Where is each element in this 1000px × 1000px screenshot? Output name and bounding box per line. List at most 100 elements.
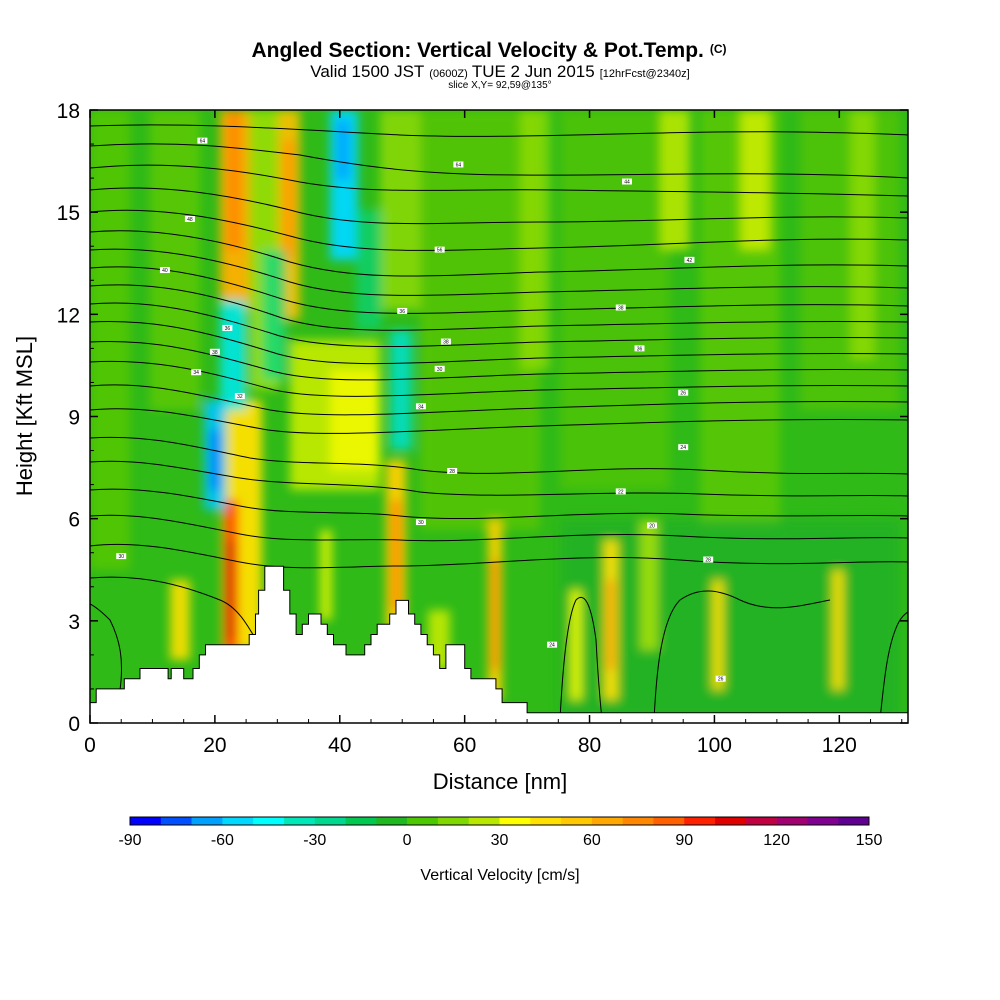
colorbar-swatch: [222, 817, 254, 825]
svg-text:22: 22: [618, 489, 624, 495]
svg-text:30: 30: [418, 520, 424, 526]
colorbar-title: Vertical Velocity [cm/s]: [420, 867, 579, 884]
colorbar-swatch: [253, 817, 285, 825]
chart-title: Angled Section: Vertical Velocity & Pot.…: [251, 39, 726, 62]
colorbar-swatch: [314, 817, 346, 825]
svg-text:30: 30: [437, 367, 443, 373]
contour-label: 34: [191, 369, 202, 376]
y-axis-label: Height [Kft MSL]: [12, 336, 37, 496]
colorbar-swatch: [653, 817, 685, 825]
svg-text:36: 36: [225, 326, 231, 332]
y-tick-label: 18: [57, 100, 80, 123]
x-tick-label: 60: [453, 734, 476, 757]
colorbar-tick-label: 60: [583, 832, 601, 849]
svg-text:32: 32: [237, 394, 243, 400]
svg-text:24: 24: [680, 445, 686, 451]
contour-labels: 64 64 44 48 56 42 40 36 38 36 38 36 38 30 34 32 26 34 24 28…: [116, 137, 726, 683]
velocity-field: [90, 110, 900, 720]
colorbar-swatch: [776, 817, 808, 825]
plot-area: 64 64 44 48 56 42 40 36 38 36 38 36 38 30 34 32 26 34 24 28…: [90, 110, 908, 723]
colorbar-tick-label: 120: [763, 832, 790, 849]
x-tick-label: 40: [328, 734, 351, 757]
title-main: Angled Section: Vertical Velocity & Pot.…: [251, 39, 703, 62]
contour-label: 30: [116, 553, 127, 560]
contour-label: 36: [397, 307, 408, 315]
subtitle-date: TUE 2 Jun 2015: [472, 62, 595, 81]
svg-text:34: 34: [193, 370, 199, 376]
contour-label: 42: [684, 256, 695, 264]
contour-label: 34: [415, 403, 426, 410]
colorbar-swatch: [191, 817, 223, 825]
chart-subtitle: Valid 1500 JST (0600Z) TUE 2 Jun 2015 [12hr…: [310, 62, 689, 91]
x-axis-label: Distance [nm]: [433, 769, 568, 794]
colorbar-frame: [129, 816, 870, 826]
svg-text:40: 40: [162, 268, 168, 274]
colorbar: -90 -60 -30 0 30 60 90 120 150: [118, 816, 883, 849]
colorbar-swatch: [684, 817, 716, 825]
contour-label: 36: [634, 345, 645, 352]
x-tick-label: 100: [697, 734, 732, 757]
colorbar-tick-label: 30: [491, 832, 509, 849]
title-units: (C): [710, 42, 727, 56]
x-tick-label: 120: [822, 734, 857, 757]
svg-text:20: 20: [649, 523, 655, 529]
terrain-profile: [90, 565, 908, 723]
contour-label: 30: [415, 519, 426, 526]
svg-text:42: 42: [687, 258, 693, 264]
y-tick-label: 15: [57, 202, 80, 225]
contour-label: 38: [209, 348, 220, 356]
svg-text:36: 36: [399, 309, 405, 315]
contour-label: 26: [715, 675, 726, 683]
x-tick-label: 20: [203, 734, 226, 757]
svg-text:34: 34: [418, 404, 424, 410]
x-tick-label: 80: [578, 734, 601, 757]
svg-text:28: 28: [705, 558, 711, 564]
contour-label: 64: [197, 137, 208, 145]
colorbar-swatch: [160, 817, 192, 825]
contour-label: 38: [615, 304, 626, 312]
svg-text:Angled Section: Vertical Veloc: Angled Section: Vertical Velocity & Pot.…: [251, 39, 726, 62]
colorbar-swatch: [130, 817, 162, 825]
svg-text:Valid 1500 JST(0600Z)TUE 2 Jun: Valid 1500 JST (0600Z) TUE 2 Jun 2015 [12hr…: [310, 62, 689, 81]
colorbar-swatch: [807, 817, 839, 825]
colorbar-swatch: [591, 817, 623, 825]
colorbar-swatch: [561, 817, 593, 825]
svg-text:64: 64: [200, 139, 206, 145]
contour-label: 24: [678, 444, 689, 451]
y-tick-label: 0: [68, 713, 80, 736]
colorbar-swatch: [622, 817, 654, 825]
svg-text:64: 64: [456, 162, 462, 168]
svg-text:26: 26: [718, 677, 724, 683]
colorbar-swatch: [376, 817, 408, 825]
svg-text:38: 38: [618, 306, 624, 312]
contour-label: 36: [222, 324, 233, 332]
contour-label: 28: [703, 556, 714, 564]
contour-label: 64: [453, 161, 464, 168]
svg-text:48: 48: [187, 217, 193, 223]
colorbar-tick-label: -30: [303, 832, 326, 849]
contour-label: 56: [434, 246, 445, 254]
svg-text:26: 26: [680, 391, 686, 397]
svg-text:56: 56: [437, 248, 443, 254]
colorbar-swatch: [468, 817, 500, 825]
colorbar-tick-label: -90: [118, 832, 141, 849]
contour-label: 44: [622, 178, 633, 186]
contour-label: 30: [434, 365, 445, 373]
contour-label: 24: [547, 641, 558, 649]
colorbar-swatch: [715, 817, 747, 825]
contour-label: 48: [184, 215, 195, 223]
colorbar-tick-label: 150: [856, 832, 883, 849]
svg-text:28: 28: [449, 469, 455, 475]
contour-label: 40: [159, 267, 170, 274]
colorbar-tick-label: -60: [211, 832, 234, 849]
x-axis: 0 20 40 60 80 100 120: [84, 110, 903, 757]
contour-label: 28: [447, 467, 458, 475]
colorbar-swatch: [499, 817, 531, 825]
contour-label: 20: [646, 522, 657, 529]
contour-label: 32: [234, 393, 245, 400]
subtitle-valid: Valid 1500 JST: [310, 62, 424, 81]
subtitle-forecast: [12hrFcst@2340z]: [600, 68, 690, 80]
svg-text:38: 38: [212, 350, 218, 356]
subtitle-slice: slice X,Y= 92,59@135°: [448, 80, 551, 91]
